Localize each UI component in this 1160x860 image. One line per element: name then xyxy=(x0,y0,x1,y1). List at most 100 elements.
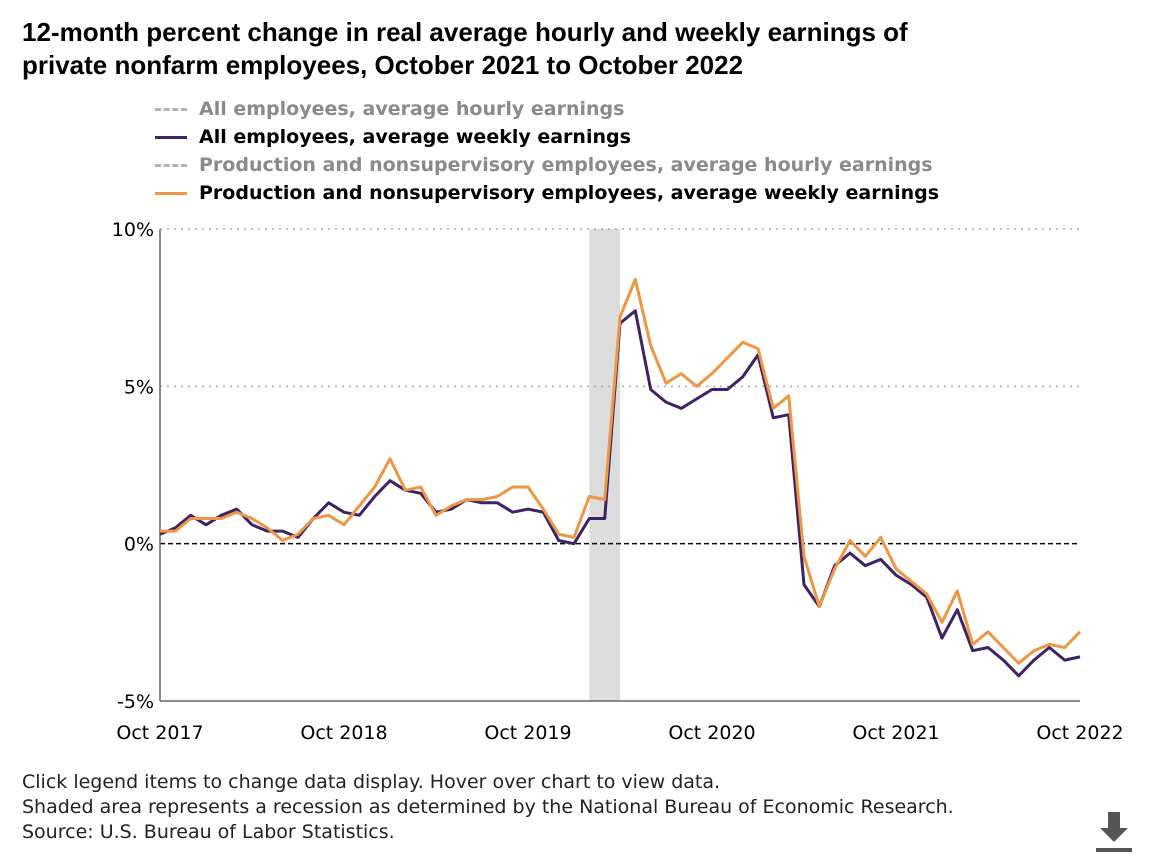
data-point-prod-weekly[interactable] xyxy=(446,501,456,511)
legend-item-all-hourly[interactable]: All employees, average hourly earnings xyxy=(155,95,1055,123)
data-point-prod-weekly[interactable] xyxy=(232,507,242,517)
data-point-all-weekly[interactable] xyxy=(646,384,656,394)
data-point-prod-weekly[interactable] xyxy=(554,529,564,539)
data-point-all-weekly[interactable] xyxy=(707,384,717,394)
data-point-prod-weekly[interactable] xyxy=(922,589,932,599)
data-point-all-weekly[interactable] xyxy=(600,513,610,523)
data-point-all-weekly[interactable] xyxy=(523,504,533,514)
data-point-prod-weekly[interactable] xyxy=(661,378,671,388)
data-point-all-weekly[interactable] xyxy=(354,510,364,520)
legend-item-prod-hourly[interactable]: Production and nonsupervisory employees,… xyxy=(155,151,1055,179)
data-point-all-weekly[interactable] xyxy=(860,561,870,571)
data-point-all-weekly[interactable] xyxy=(1075,652,1085,662)
data-point-prod-weekly[interactable] xyxy=(508,482,518,492)
data-point-prod-weekly[interactable] xyxy=(876,532,886,542)
data-point-all-weekly[interactable] xyxy=(278,526,288,536)
data-point-prod-weekly[interactable] xyxy=(952,586,962,596)
data-point-prod-weekly[interactable] xyxy=(262,523,272,533)
data-point-all-weekly[interactable] xyxy=(952,605,962,615)
data-point-all-weekly[interactable] xyxy=(630,306,640,316)
data-point-prod-weekly[interactable] xyxy=(630,274,640,284)
series-line-prod-weekly[interactable] xyxy=(160,277,1082,665)
data-point-all-weekly[interactable] xyxy=(339,507,349,517)
data-point-prod-weekly[interactable] xyxy=(370,482,380,492)
data-point-prod-weekly[interactable] xyxy=(339,520,349,530)
data-point-prod-weekly[interactable] xyxy=(738,337,748,347)
data-point-all-weekly[interactable] xyxy=(1060,655,1070,665)
data-point-prod-weekly[interactable] xyxy=(692,381,702,391)
data-point-prod-weekly[interactable] xyxy=(1060,643,1070,653)
data-point-all-weekly[interactable] xyxy=(845,548,855,558)
data-point-prod-weekly[interactable] xyxy=(998,643,1008,653)
data-point-prod-weekly[interactable] xyxy=(293,529,303,539)
data-point-prod-weekly[interactable] xyxy=(170,526,180,536)
data-point-prod-weekly[interactable] xyxy=(247,513,257,523)
data-point-prod-weekly[interactable] xyxy=(753,344,763,354)
data-point-prod-weekly[interactable] xyxy=(891,564,901,574)
data-point-prod-weekly[interactable] xyxy=(569,532,579,542)
data-point-prod-weekly[interactable] xyxy=(646,340,656,350)
data-point-prod-weekly[interactable] xyxy=(324,510,334,520)
data-point-all-weekly[interactable] xyxy=(1014,671,1024,681)
data-point-prod-weekly[interactable] xyxy=(937,617,947,627)
data-point-all-weekly[interactable] xyxy=(324,498,334,508)
data-point-prod-weekly[interactable] xyxy=(983,627,993,637)
data-point-prod-weekly[interactable] xyxy=(492,491,502,501)
data-point-prod-weekly[interactable] xyxy=(814,602,824,612)
data-point-all-weekly[interactable] xyxy=(584,513,594,523)
data-point-prod-weekly[interactable] xyxy=(1075,627,1085,637)
data-point-all-weekly[interactable] xyxy=(508,507,518,517)
data-point-all-weekly[interactable] xyxy=(1029,655,1039,665)
data-point-prod-weekly[interactable] xyxy=(201,513,211,523)
data-point-prod-weekly[interactable] xyxy=(584,491,594,501)
data-point-prod-weekly[interactable] xyxy=(400,485,410,495)
data-point-prod-weekly[interactable] xyxy=(860,551,870,561)
data-point-all-weekly[interactable] xyxy=(661,397,671,407)
data-point-all-weekly[interactable] xyxy=(768,413,778,423)
data-point-prod-weekly[interactable] xyxy=(707,369,717,379)
data-point-prod-weekly[interactable] xyxy=(845,536,855,546)
data-point-prod-weekly[interactable] xyxy=(186,513,196,523)
data-point-all-weekly[interactable] xyxy=(676,403,686,413)
data-point-all-weekly[interactable] xyxy=(799,580,809,590)
data-point-prod-weekly[interactable] xyxy=(768,403,778,413)
data-point-prod-weekly[interactable] xyxy=(784,391,794,401)
data-point-prod-weekly[interactable] xyxy=(830,564,840,574)
data-point-prod-weekly[interactable] xyxy=(676,369,686,379)
data-point-prod-weekly[interactable] xyxy=(799,551,809,561)
data-point-prod-weekly[interactable] xyxy=(1014,658,1024,668)
data-point-prod-weekly[interactable] xyxy=(278,536,288,546)
data-point-prod-weekly[interactable] xyxy=(308,513,318,523)
data-point-all-weekly[interactable] xyxy=(876,554,886,564)
data-point-all-weekly[interactable] xyxy=(738,372,748,382)
download-icon[interactable] xyxy=(1094,810,1134,854)
data-point-all-weekly[interactable] xyxy=(692,394,702,404)
data-point-all-weekly[interactable] xyxy=(937,633,947,643)
data-point-all-weekly[interactable] xyxy=(370,491,380,501)
data-point-all-weekly[interactable] xyxy=(998,655,1008,665)
data-point-prod-weekly[interactable] xyxy=(523,482,533,492)
data-point-all-weekly[interactable] xyxy=(784,410,794,420)
data-point-all-weekly[interactable] xyxy=(722,384,732,394)
data-point-prod-weekly[interactable] xyxy=(216,513,226,523)
data-point-prod-weekly[interactable] xyxy=(155,526,165,536)
data-point-prod-weekly[interactable] xyxy=(722,353,732,363)
data-point-prod-weekly[interactable] xyxy=(600,495,610,505)
data-point-prod-weekly[interactable] xyxy=(431,510,441,520)
data-point-prod-weekly[interactable] xyxy=(538,504,548,514)
line-chart[interactable]: 10% 5% 0% -5% Oct 2017 Oct 2018 Oct 2019… xyxy=(0,0,1160,760)
data-point-prod-weekly[interactable] xyxy=(477,495,487,505)
data-point-prod-weekly[interactable] xyxy=(385,454,395,464)
data-point-prod-weekly[interactable] xyxy=(416,482,426,492)
data-point-prod-weekly[interactable] xyxy=(615,312,625,322)
legend-item-all-weekly[interactable]: All employees, average weekly earnings xyxy=(155,123,1055,151)
data-point-prod-weekly[interactable] xyxy=(1029,646,1039,656)
data-point-prod-weekly[interactable] xyxy=(906,576,916,586)
data-point-prod-weekly[interactable] xyxy=(354,501,364,511)
legend-item-prod-weekly[interactable]: Production and nonsupervisory employees,… xyxy=(155,179,1055,207)
data-point-all-weekly[interactable] xyxy=(983,643,993,653)
data-point-prod-weekly[interactable] xyxy=(1044,639,1054,649)
data-point-prod-weekly[interactable] xyxy=(968,639,978,649)
data-point-all-weekly[interactable] xyxy=(385,476,395,486)
data-point-prod-weekly[interactable] xyxy=(462,495,472,505)
